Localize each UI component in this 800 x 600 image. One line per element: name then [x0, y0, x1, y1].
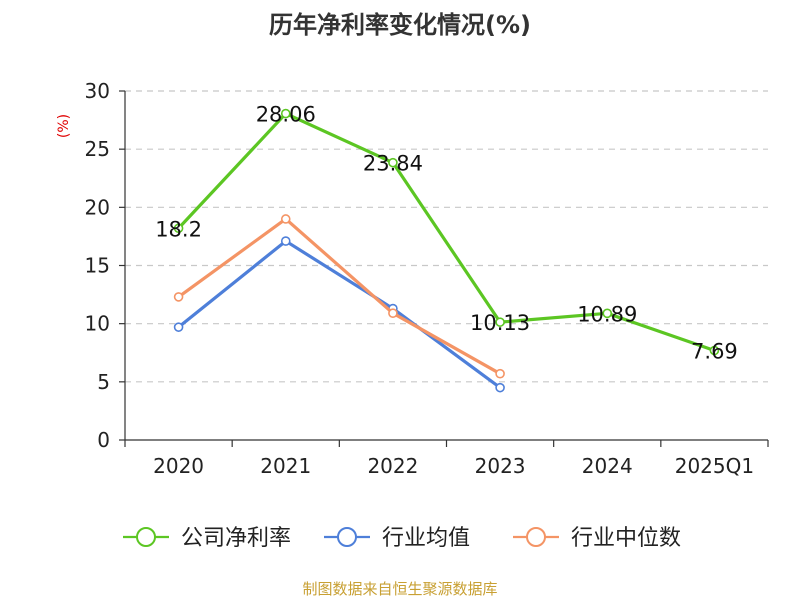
data-point[interactable]: [173, 292, 184, 302]
y-tick-label-2: 10: [85, 312, 110, 336]
data-point[interactable]: [709, 345, 720, 356]
legend-marker: [136, 527, 156, 547]
data-label: 10.89: [577, 302, 637, 326]
legend: 公司净利率 行业均值 行业中位数: [123, 526, 681, 551]
axes: 0 5 10 15 20 25 30 2020 2021 2022 2023 2024 2025Q1: [85, 79, 769, 478]
data-label: 18.2: [155, 217, 202, 241]
x-tick-label-2020: 2020: [153, 454, 204, 478]
x-tick-label-2023: 2023: [475, 454, 526, 478]
legend-item-1[interactable]: 行业均值: [324, 526, 470, 551]
series-layer: [173, 108, 720, 393]
data-label: 28.06: [256, 103, 316, 127]
data-point[interactable]: [388, 308, 398, 318]
legend-label: 行业均值: [382, 526, 470, 551]
grid-lines: [125, 90, 768, 383]
data-point[interactable]: [280, 108, 291, 119]
source-footer: 制图数据来自恒生聚源数据库: [302, 580, 497, 598]
legend-item-0[interactable]: 公司净利率: [123, 526, 291, 551]
data-point[interactable]: [173, 223, 184, 234]
data-point[interactable]: [388, 157, 398, 168]
legend-label: 行业中位数: [571, 526, 681, 551]
x-tick-label-2025Q1: 2025Q1: [675, 454, 754, 478]
y-tick-label-1: 5: [97, 370, 110, 394]
chart-title: 历年净利率变化情况(%): [269, 11, 531, 39]
x-tick-label-2024: 2024: [582, 454, 633, 478]
y-tick-label-6: 30: [85, 79, 110, 103]
legend-marker: [526, 527, 546, 547]
series-line-1: [177, 239, 502, 389]
y-tick-label-0: 0: [97, 428, 110, 452]
y-axis-label: (%): [56, 114, 72, 138]
data-point[interactable]: [280, 214, 291, 224]
x-tick-label-2021: 2021: [260, 454, 311, 478]
legend-marker: [337, 527, 357, 547]
data-label: 7.69: [691, 340, 738, 364]
data-point[interactable]: [173, 322, 184, 332]
legend-item-2[interactable]: 行业中位数: [513, 526, 681, 551]
series-line-0: [177, 111, 715, 353]
data-point[interactable]: [280, 236, 291, 246]
y-tick-label-3: 15: [85, 254, 110, 278]
data-point[interactable]: [602, 308, 613, 319]
data-label: 10.13: [470, 311, 530, 335]
series-line-2: [177, 217, 501, 376]
data-point[interactable]: [495, 382, 505, 393]
data-labels: 18.2 28.06 23.84 10.13 10.89 7.69: [155, 103, 738, 364]
data-point[interactable]: [495, 368, 505, 379]
legend-label: 公司净利率: [181, 526, 291, 551]
data-label: 23.84: [363, 152, 423, 176]
x-tick-label-2022: 2022: [367, 454, 418, 478]
y-tick-label-5: 25: [85, 137, 110, 161]
y-tick-label-4: 20: [85, 195, 110, 219]
data-point[interactable]: [495, 317, 505, 327]
